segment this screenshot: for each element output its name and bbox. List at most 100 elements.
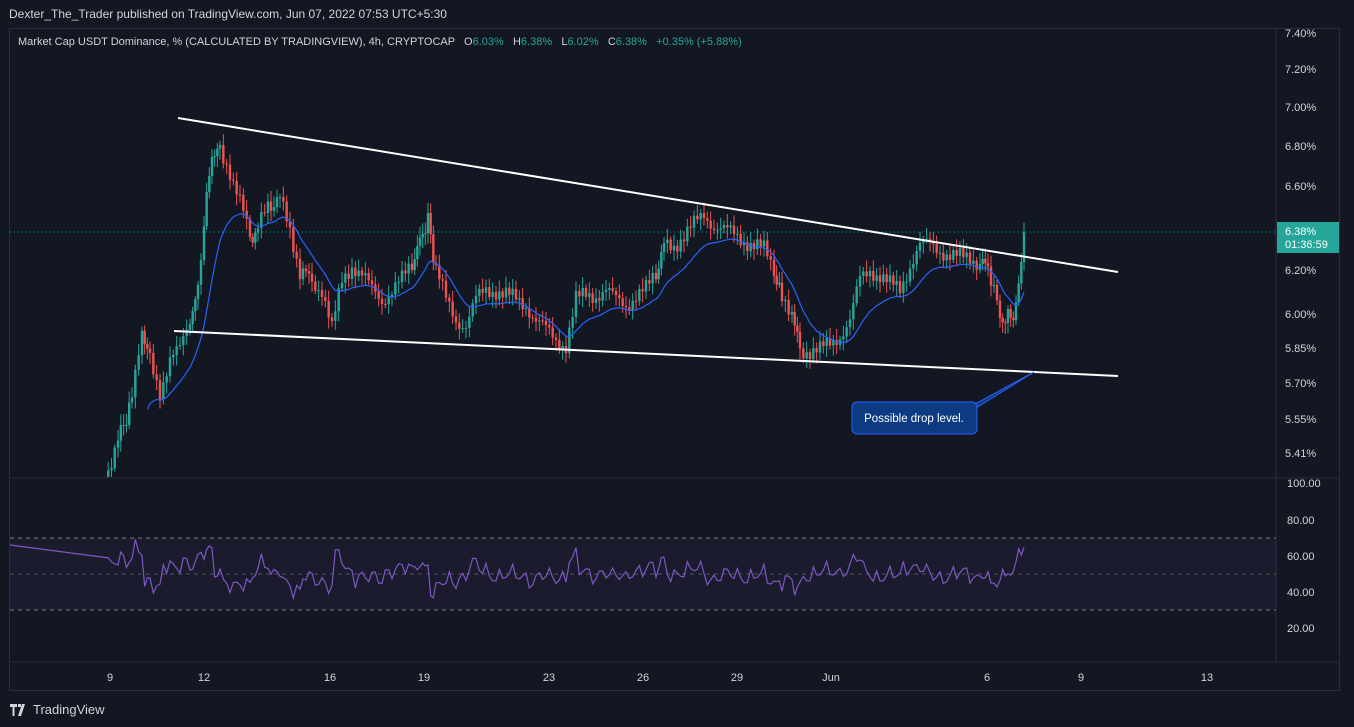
candle-body (256, 228, 260, 233)
candle-body (327, 300, 330, 318)
candle-body (868, 270, 872, 277)
candle-body (784, 300, 787, 302)
candle-body (568, 327, 571, 354)
candle-body (1009, 309, 1012, 318)
candle-body (421, 234, 424, 238)
candle-body (152, 352, 155, 375)
candle-body (266, 201, 270, 213)
candle-body (248, 218, 252, 237)
time-tick: 29 (731, 672, 743, 684)
candle-body (324, 297, 327, 301)
lower-trendline[interactable] (173, 330, 1119, 377)
candle-body (958, 248, 962, 256)
candle-body (377, 291, 380, 299)
open-label: O (464, 36, 473, 48)
candle-body (205, 192, 208, 227)
candle-body (845, 327, 848, 337)
candle-body (998, 300, 1002, 318)
candle-body (285, 201, 288, 222)
candle-body (474, 295, 478, 304)
candle-body (591, 293, 594, 303)
candle-body (1006, 309, 1010, 323)
upper-trendline[interactable] (177, 117, 1119, 273)
candle-body (194, 299, 197, 312)
candle-body (793, 312, 796, 326)
candle-body (317, 290, 320, 292)
candle-body (168, 357, 172, 377)
brand-name: TradingView (33, 702, 105, 717)
brand-logo[interactable]: TradingView (10, 702, 105, 717)
candle-body (263, 212, 266, 214)
symbol-legend[interactable]: Market Cap USDT Dominance, % (CALCULATED… (18, 36, 742, 48)
annotation-callout[interactable]: Possible drop level. (851, 371, 1035, 435)
candle-body (238, 194, 242, 196)
candle-body (571, 316, 574, 328)
candle-body (307, 271, 311, 274)
rsi-tick: 60.00 (1287, 551, 1315, 563)
time-axis[interactable]: 9 12 16 19 23 26 29 Jun 6 9 13 (107, 672, 1213, 684)
candle-body (968, 252, 972, 264)
candle-body (511, 288, 514, 295)
candle-body (1014, 302, 1018, 321)
candle-body (618, 295, 621, 299)
candle-body (962, 248, 965, 258)
candle-body (514, 288, 518, 300)
candle-body (898, 280, 902, 294)
candle-body (175, 346, 178, 355)
candle-body (320, 290, 324, 298)
candle-body (471, 303, 474, 317)
candle-body (634, 300, 638, 302)
candle-body (504, 287, 508, 298)
candle-body (581, 287, 584, 297)
time-tick: 16 (324, 672, 336, 684)
candle-body (155, 374, 158, 381)
time-tick: 9 (107, 672, 113, 684)
candle-body (354, 267, 357, 277)
price-axis[interactable]: 7.40% 7.20% 7.00% 6.80% 6.60% 6.20% 6.00… (1285, 28, 1316, 460)
candle-body (935, 244, 938, 253)
rsi-axis[interactable]: 100.00 80.00 60.00 40.00 20.00 (1287, 478, 1321, 635)
price-tick: 7.20% (1285, 64, 1316, 76)
candle-body (621, 298, 624, 306)
candle-body (651, 272, 654, 284)
candle-body (702, 213, 706, 219)
candle-body (232, 179, 235, 181)
candle-body (848, 319, 852, 328)
candle-body (942, 252, 945, 261)
candle-body (995, 284, 999, 301)
price-tick: 6.00% (1285, 309, 1316, 321)
candle-body (340, 282, 344, 289)
high-value: 6.38% (520, 36, 553, 48)
low-value: 6.02% (567, 36, 599, 48)
candle-body (624, 305, 628, 308)
candle-body (162, 382, 165, 400)
candle-body (370, 280, 374, 285)
candle-body (429, 212, 432, 235)
candle-body (146, 343, 149, 349)
candle-body (918, 242, 922, 251)
candle-body (210, 156, 214, 177)
candle-body (952, 249, 955, 260)
candle-body (222, 145, 225, 164)
candle-body (432, 234, 435, 263)
candle-body (878, 275, 882, 283)
candle-body (218, 145, 222, 149)
candle-body (478, 288, 481, 296)
candle-body (938, 252, 942, 254)
candle-body (416, 245, 419, 260)
candle-body (875, 275, 878, 281)
candle-body (458, 322, 461, 329)
candle-body (981, 258, 984, 265)
price-tick: 5.85% (1285, 343, 1316, 355)
candle-body (501, 291, 504, 298)
current-price-badge-bg (1277, 222, 1339, 253)
chart-area[interactable] (9, 28, 1340, 691)
candle-body (188, 324, 192, 330)
candle-body (254, 232, 257, 243)
candle-body (598, 298, 601, 301)
candle-body (842, 336, 845, 340)
candle-body (808, 352, 812, 359)
candle-body (196, 284, 200, 300)
candle-body (604, 289, 608, 293)
